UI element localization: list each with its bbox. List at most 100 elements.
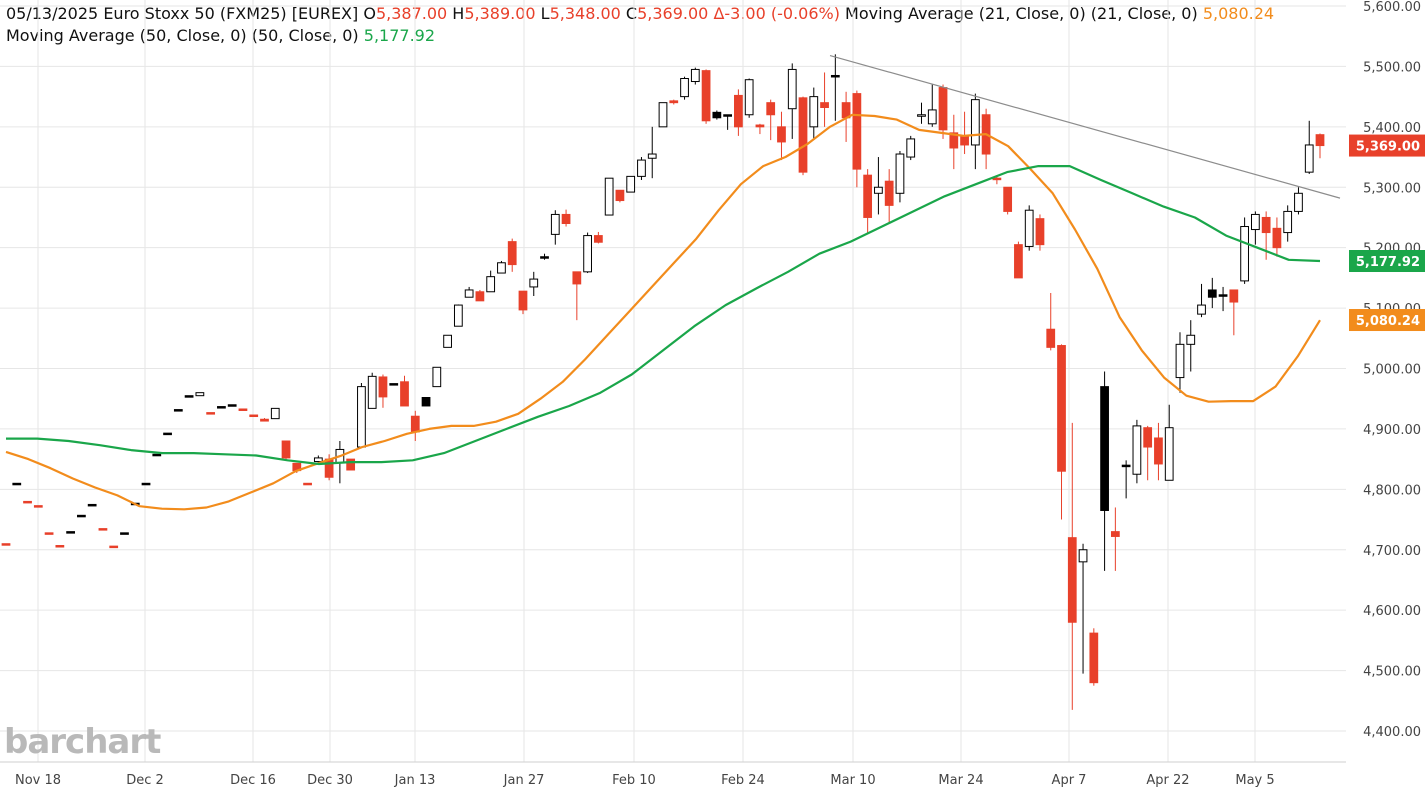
candle-body: [540, 256, 549, 259]
candle-body: [572, 271, 582, 285]
candle-body: [593, 235, 603, 243]
ma50-line: [6, 165, 1321, 466]
candle-body: [874, 186, 883, 194]
candle-body: [1304, 144, 1314, 173]
candle-body: [346, 458, 356, 471]
x-tick-label: Jan 27: [503, 773, 545, 788]
candle-body: [701, 70, 711, 122]
price-tag: [1349, 134, 1425, 157]
candle-body: [755, 124, 765, 128]
candle-body: [1164, 427, 1174, 481]
candle-body: [960, 135, 969, 146]
y-tick-label: 5,600.00: [1363, 0, 1421, 15]
x-tick-label: Apr 7: [1052, 773, 1087, 788]
candle-body: [949, 132, 959, 149]
candle-body: [217, 406, 226, 409]
y-tick-label: 5,000.00: [1363, 363, 1421, 378]
candle-body: [1132, 425, 1142, 475]
header-open-label: O: [363, 4, 376, 23]
candle-body: [809, 96, 819, 128]
candle-body: [830, 74, 840, 78]
candle-body: [1207, 289, 1217, 298]
candle-body: [1218, 294, 1228, 297]
candle-body: [1229, 289, 1239, 303]
candle-body: [1121, 464, 1131, 468]
candle-body: [820, 102, 829, 108]
chart-header-line-2: Moving Average (50, Close, 0) (50, Close…: [6, 26, 435, 45]
price-tag: [1349, 309, 1425, 332]
candle-body: [120, 532, 129, 535]
header-low-value: 5,348.00: [549, 4, 621, 23]
candle-body: [1315, 134, 1325, 147]
candle-body: [647, 153, 657, 159]
candle-body: [497, 262, 506, 274]
candle-body: [1057, 345, 1066, 472]
x-tick-label: Dec 2: [126, 773, 164, 788]
candle-body: [529, 278, 539, 288]
candle-body: [109, 545, 119, 549]
chart-header-line-1: 05/13/2025 Euro Stoxx 50 (FXM25) [EUREX]…: [6, 4, 1274, 23]
header-high-label: H: [452, 4, 465, 23]
y-tick-label: 4,700.00: [1363, 544, 1421, 559]
candle-body: [55, 545, 65, 548]
x-tick-label: Nov 18: [15, 773, 61, 788]
candle-body: [421, 397, 431, 407]
y-tick-label: 4,400.00: [1363, 725, 1421, 740]
header-low-label: L: [540, 4, 550, 23]
y-tick-label: 5,300.00: [1363, 181, 1421, 196]
candle-body: [583, 235, 592, 273]
price-tag-label: 5,080.24: [1356, 314, 1420, 329]
candle-body: [1175, 343, 1185, 379]
candle-body: [400, 381, 409, 407]
trendline: [829, 54, 1341, 199]
candle-body: [98, 528, 108, 531]
candle-body: [195, 392, 205, 397]
price-tag-label: 5,177.92: [1356, 255, 1420, 270]
candle-body: [852, 93, 862, 170]
candle-body: [1046, 328, 1056, 348]
candle-body: [357, 386, 366, 448]
y-tick-label: 4,600.00: [1363, 604, 1421, 619]
candle-body: [152, 453, 162, 457]
candle-body: [550, 213, 560, 235]
header-close-value: 5,369.00: [637, 4, 709, 23]
candle-body: [895, 153, 905, 194]
candle-body: [313, 457, 323, 463]
candle-body: [141, 482, 151, 486]
candle-body: [249, 414, 259, 418]
candle-body: [1003, 186, 1013, 212]
x-tick-label: Feb 24: [721, 773, 765, 788]
candle-body: [1035, 218, 1045, 246]
candle-body: [1272, 227, 1282, 249]
candle-body: [1, 543, 11, 546]
candle-body: [238, 408, 248, 411]
y-tick-label: 4,900.00: [1363, 423, 1421, 438]
candle-body: [863, 174, 873, 218]
x-tick-label: Apr 22: [1146, 773, 1189, 788]
candle-body: [1154, 437, 1163, 465]
candle-body: [33, 505, 43, 508]
candle-body: [766, 102, 776, 116]
candle-body: [184, 395, 194, 398]
candle-body: [1197, 304, 1206, 315]
candle-body: [734, 94, 743, 128]
candle-body: [1186, 334, 1196, 345]
candle-body: [626, 175, 636, 193]
candle-body: [1014, 244, 1023, 279]
candle-body: [938, 87, 948, 131]
y-tick-label: 4,500.00: [1363, 665, 1421, 680]
header-ma50-label: Moving Average (50, Close, 0) (50, Close…: [6, 26, 359, 45]
candle-body: [1250, 213, 1260, 231]
header-ma21-value: 5,080.24: [1202, 4, 1275, 23]
x-tick-label: May 5: [1235, 773, 1274, 788]
candle-body: [432, 366, 442, 388]
candle-body: [615, 189, 625, 202]
candle-body: [1294, 192, 1303, 212]
candle-body: [1024, 209, 1034, 247]
candle-body: [884, 180, 894, 206]
header-date: 05/13/2025: [6, 4, 99, 23]
header-close-label: C: [625, 4, 638, 23]
candle-body: [787, 68, 797, 110]
x-tick-label: Jan 13: [394, 773, 436, 788]
